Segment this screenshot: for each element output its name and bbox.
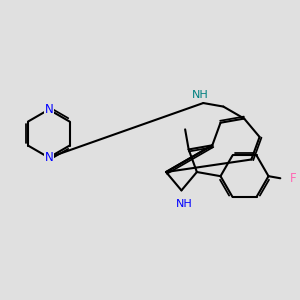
Text: F: F [290,172,296,185]
Text: N: N [44,151,53,164]
Text: NH: NH [192,91,208,100]
Text: N: N [44,103,53,116]
Text: NH: NH [176,199,192,209]
